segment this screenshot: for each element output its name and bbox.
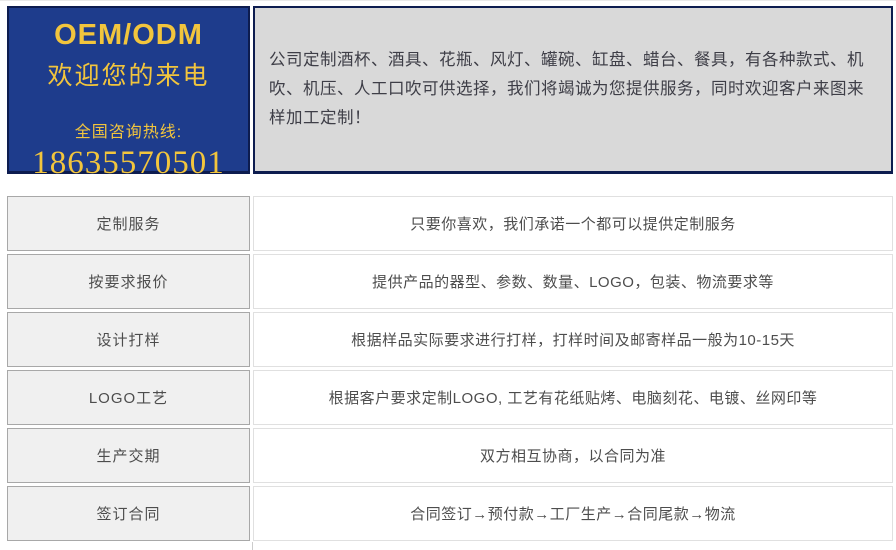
company-description-panel: 公司定制酒杯、酒具、花瓶、风灯、罐碗、缸盘、蜡台、餐具，有各种款式、机吹、机压、… — [253, 6, 893, 174]
services-table: 定制服务 只要你喜欢，我们承诺一个都可以提供定制服务 按要求报价 提供产品的器型… — [7, 196, 893, 541]
row-detail-cell: 只要你喜欢，我们承诺一个都可以提供定制服务 — [253, 196, 893, 251]
hotline-phone-number: 18635570501 — [32, 144, 225, 181]
hotline-label: 全国咨询热线: — [74, 123, 183, 141]
row-detail-cell: 根据样品实际要求进行打样，打样时间及邮寄样品一般为10-15天 — [253, 312, 893, 367]
table-row: 设计打样 根据样品实际要求进行打样，打样时间及邮寄样品一般为10-15天 — [7, 312, 893, 367]
table-row: 生产交期 双方相互协商，以合同为准 — [7, 428, 893, 483]
row-detail-cell: 合同签订→预付款→工厂生产→合同尾款→物流 — [253, 486, 893, 541]
oem-contact-panel: OEM/ODM 欢迎您的来电 全国咨询热线: 18635570501 — [7, 6, 250, 181]
table-row: 签订合同 合同签订→预付款→工厂生产→合同尾款→物流 — [7, 486, 893, 541]
table-row: 按要求报价 提供产品的器型、参数、数量、LOGO，包装、物流要求等 — [7, 254, 893, 309]
top-banner: OEM/ODM 欢迎您的来电 全国咨询热线: 18635570501 公司定制酒… — [7, 6, 893, 181]
row-label-cell: 生产交期 — [7, 428, 250, 483]
row-detail-cell: 根据客户要求定制LOGO, 工艺有花纸贴烤、电脑刻花、电镀、丝网印等 — [253, 370, 893, 425]
row-label-cell: 按要求报价 — [7, 254, 250, 309]
row-detail-cell: 提供产品的器型、参数、数量、LOGO，包装、物流要求等 — [253, 254, 893, 309]
row-label-cell: LOGO工艺 — [7, 370, 250, 425]
banner-subtitle: 欢迎您的来电 — [47, 61, 210, 90]
row-label-cell: 签订合同 — [7, 486, 250, 541]
company-description-text: 公司定制酒杯、酒具、花瓶、风灯、罐碗、缸盘、蜡台、餐具，有各种款式、机吹、机压、… — [269, 51, 864, 127]
banner-title: OEM/ODM — [54, 19, 203, 51]
row-detail-cell: 双方相互协商，以合同为准 — [253, 428, 893, 483]
table-row: 定制服务 只要你喜欢，我们承诺一个都可以提供定制服务 — [7, 196, 893, 251]
column-divider-stub — [252, 542, 253, 550]
row-label-cell: 设计打样 — [7, 312, 250, 367]
table-row: LOGO工艺 根据客户要求定制LOGO, 工艺有花纸贴烤、电脑刻花、电镀、丝网印… — [7, 370, 893, 425]
row-label-cell: 定制服务 — [7, 196, 250, 251]
